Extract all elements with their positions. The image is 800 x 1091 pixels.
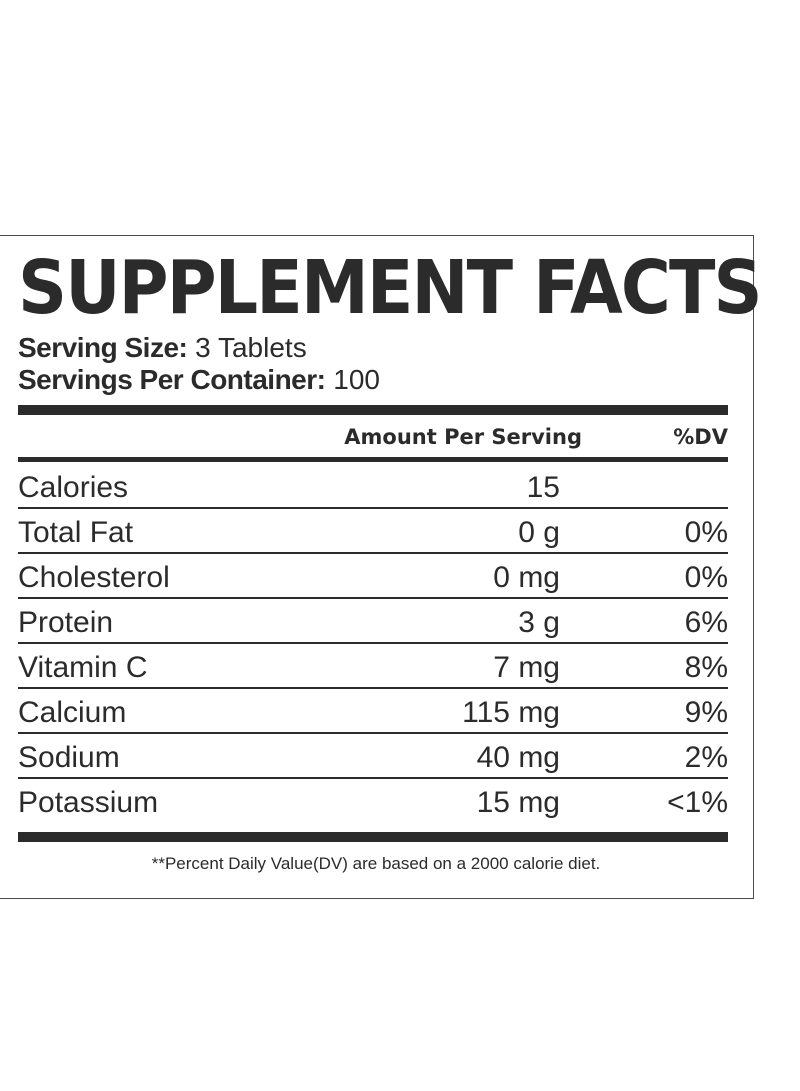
nutrient-name: Cholesterol (18, 561, 170, 594)
nutrient-dv: 2% (684, 741, 728, 774)
nutrient-dv: 0% (684, 561, 728, 594)
bottom-divider-bar (18, 832, 728, 842)
nutrient-table: Calories 15 Total Fat 0 g 0% Cholesterol… (18, 464, 728, 822)
nutrient-dv: <1% (667, 786, 728, 819)
nutrient-name: Vitamin C (18, 651, 148, 684)
serving-size-value: 3 Tablets (195, 332, 307, 363)
nutrient-name: Total Fat (18, 516, 134, 549)
nutrient-amount: 3 g (518, 606, 560, 639)
table-row: Sodium 40 mg 2% (18, 734, 728, 779)
table-row: Total Fat 0 g 0% (18, 509, 728, 554)
table-header: Amount Per Serving %DV (18, 420, 728, 454)
nutrient-amount: 0 g (518, 516, 560, 549)
nutrient-name: Calcium (18, 696, 127, 729)
nutrient-amount: 15 (526, 471, 560, 504)
table-row: Potassium 15 mg <1% (18, 779, 728, 822)
nutrient-amount: 7 mg (493, 651, 560, 684)
header-divider (18, 457, 728, 462)
table-row: Cholesterol 0 mg 0% (18, 554, 728, 599)
nutrient-amount: 15 mg (476, 786, 560, 819)
header-amount-per-serving: Amount Per Serving (344, 425, 582, 449)
table-row: Vitamin C 7 mg 8% (18, 644, 728, 689)
header-daily-value: %DV (673, 425, 728, 449)
top-divider-bar (18, 405, 728, 415)
table-row: Calcium 115 mg 9% (18, 689, 728, 734)
nutrient-amount: 115 mg (462, 696, 560, 729)
serving-size-label: Serving Size: (18, 332, 188, 363)
nutrient-dv: 0% (684, 516, 728, 549)
nutrient-name: Calories (18, 471, 129, 504)
nutrient-amount: 40 mg (476, 741, 560, 774)
serving-size: Serving Size: 3 Tablets (18, 332, 307, 364)
nutrient-amount: 0 mg (493, 561, 560, 594)
daily-value-footnote: **Percent Daily Value(DV) are based on a… (151, 854, 601, 873)
nutrient-dv: 9% (684, 696, 728, 729)
supplement-facts-panel (0, 235, 754, 899)
servings-per-container: Servings Per Container: 100 (18, 364, 380, 396)
nutrient-dv: 6% (684, 606, 728, 639)
table-row: Protein 3 g 6% (18, 599, 728, 644)
nutrient-name: Protein (18, 606, 114, 639)
servings-per-container-value: 100 (333, 364, 380, 395)
servings-per-container-label: Servings Per Container: (18, 364, 326, 395)
nutrient-dv: 8% (684, 651, 728, 684)
nutrient-name: Potassium (18, 786, 159, 819)
label-title: SUPPLEMENT FACTS (18, 245, 763, 331)
nutrient-name: Sodium (18, 741, 120, 774)
table-row: Calories 15 (18, 464, 728, 509)
